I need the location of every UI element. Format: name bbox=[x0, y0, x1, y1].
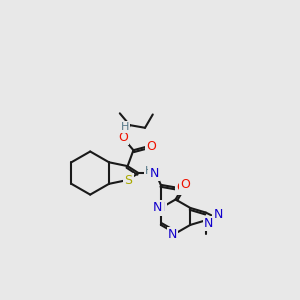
Text: O: O bbox=[118, 131, 128, 144]
Text: N: N bbox=[204, 217, 214, 230]
Text: N: N bbox=[168, 228, 177, 242]
Text: N: N bbox=[214, 208, 223, 221]
Text: N: N bbox=[149, 167, 159, 180]
Text: N: N bbox=[156, 202, 166, 214]
Text: O: O bbox=[146, 140, 156, 153]
Text: O: O bbox=[176, 181, 186, 194]
Text: H: H bbox=[121, 122, 129, 132]
Text: H: H bbox=[145, 166, 154, 176]
Text: S: S bbox=[124, 174, 132, 187]
Text: O: O bbox=[181, 178, 190, 191]
Text: N: N bbox=[153, 202, 162, 214]
